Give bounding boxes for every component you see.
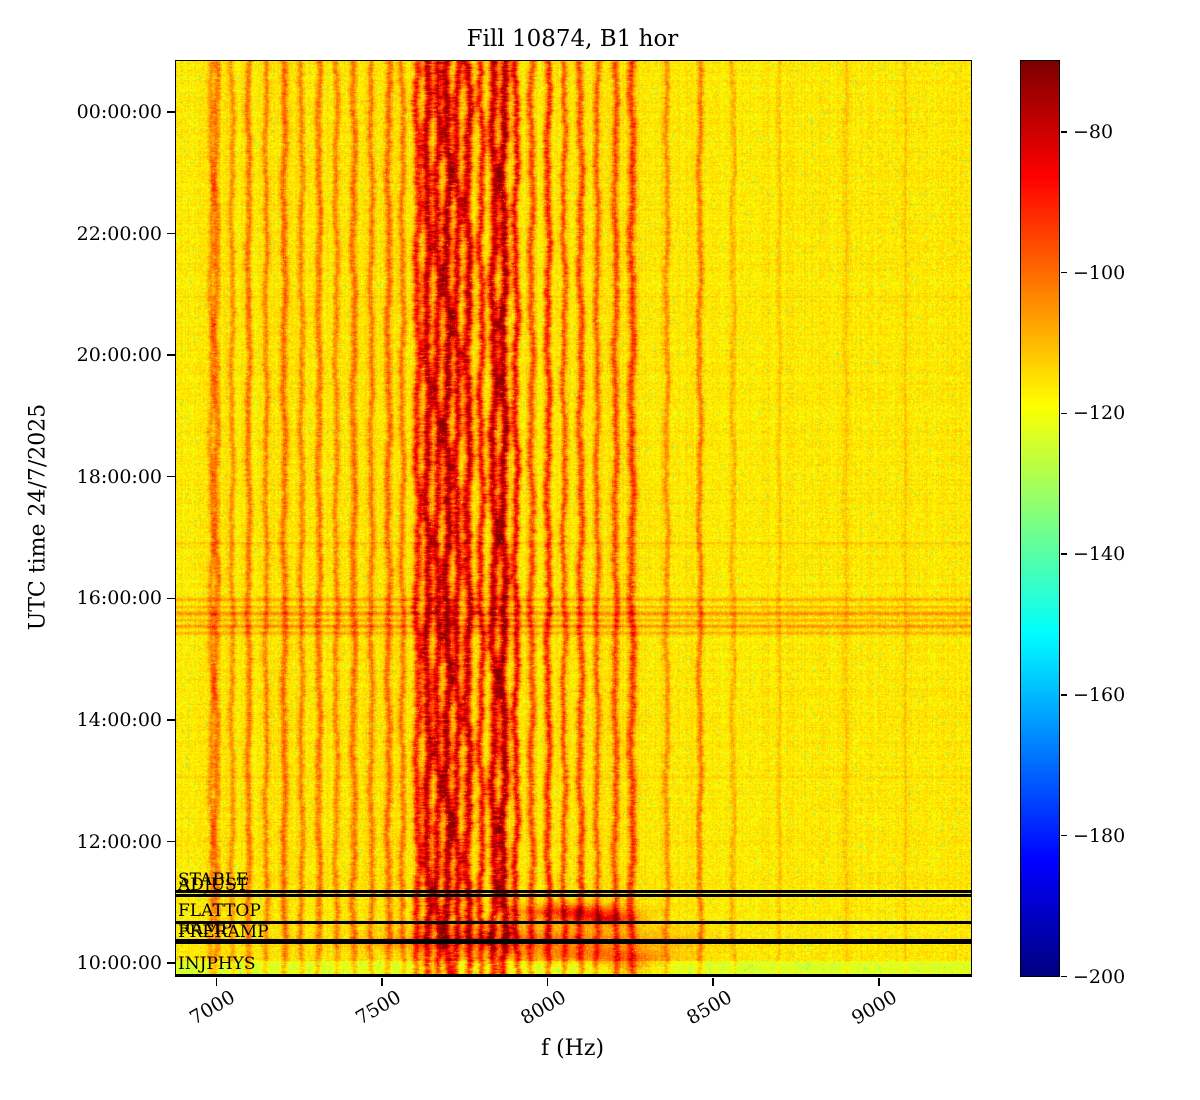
beam-mode-line bbox=[176, 941, 971, 945]
y-tick bbox=[167, 354, 175, 356]
beam-mode-label: PRERAMP bbox=[178, 921, 269, 942]
x-tick bbox=[712, 978, 714, 986]
x-tick bbox=[215, 978, 217, 986]
beam-mode-label: ADJUST bbox=[178, 874, 249, 895]
y-tick-label: 00:00:00 bbox=[76, 100, 162, 123]
x-tick-label: 9000 bbox=[848, 986, 902, 1030]
y-tick bbox=[167, 111, 175, 113]
beam-mode-line bbox=[176, 938, 971, 942]
colorbar-tick bbox=[1061, 553, 1067, 555]
y-tick-label: 10:00:00 bbox=[76, 952, 162, 975]
colorbar-tick-label: −80 bbox=[1073, 120, 1114, 143]
colorbar-tick bbox=[1061, 271, 1067, 274]
y-axis-label: UTC time 24/7/2025 bbox=[25, 403, 51, 631]
y-tick-label: 18:00:00 bbox=[76, 465, 162, 488]
colorbar-tick-label: −140 bbox=[1073, 543, 1126, 566]
beam-mode-label: INJPHYS bbox=[178, 954, 256, 975]
beam-mode-label: FLATTOP bbox=[178, 901, 261, 922]
beam-mode-line bbox=[176, 894, 971, 898]
y-tick bbox=[167, 475, 175, 478]
y-tick bbox=[167, 719, 175, 721]
beam-mode-label: STABLE bbox=[178, 870, 249, 891]
y-tick bbox=[167, 840, 175, 843]
colorbar-tick bbox=[1061, 975, 1067, 978]
chart-title: Fill 10874, B1 hor bbox=[466, 26, 679, 52]
x-tick-label: 8500 bbox=[682, 986, 736, 1030]
beam-mode-line bbox=[176, 920, 971, 924]
y-tick-label: 16:00:00 bbox=[76, 587, 162, 610]
colorbar-tick bbox=[1061, 412, 1067, 415]
colorbar-tick-label: −160 bbox=[1073, 683, 1126, 706]
colorbar-tick-label: −200 bbox=[1073, 965, 1126, 988]
y-tick bbox=[167, 597, 175, 600]
colorbar-tick-label: −180 bbox=[1073, 824, 1126, 847]
y-tick-label: 14:00:00 bbox=[76, 708, 162, 731]
x-tick bbox=[381, 978, 383, 986]
y-tick bbox=[167, 962, 175, 964]
colorbar-tick-label: −120 bbox=[1073, 402, 1126, 425]
heatmap-plot: INJPHYS PRERAMP RAMP FLATTOP ADJUST STABLE bbox=[175, 60, 972, 977]
y-tick-label: 20:00:00 bbox=[76, 344, 162, 367]
beam-mode-line bbox=[176, 889, 971, 893]
x-tick-label: 7000 bbox=[185, 986, 239, 1030]
beam-mode-line bbox=[176, 973, 971, 977]
colorbar-tick-label: −100 bbox=[1073, 261, 1126, 284]
colorbar-tick bbox=[1061, 694, 1067, 696]
y-tick-label: 12:00:00 bbox=[76, 830, 162, 853]
x-tick bbox=[546, 978, 549, 986]
colorbar-canvas bbox=[1021, 61, 1059, 976]
colorbar bbox=[1020, 60, 1060, 977]
heatmap-canvas bbox=[176, 61, 971, 976]
y-tick bbox=[167, 232, 175, 235]
x-tick-label: 7500 bbox=[351, 986, 405, 1030]
y-tick-label: 22:00:00 bbox=[76, 222, 162, 245]
colorbar-tick bbox=[1061, 131, 1067, 133]
beam-mode-events-layer: INJPHYS PRERAMP RAMP FLATTOP ADJUST STABLE bbox=[176, 61, 971, 977]
x-tick-label: 8000 bbox=[517, 986, 570, 1030]
x-axis-label: f (Hz) bbox=[540, 1036, 605, 1061]
beam-mode-label: RAMP bbox=[178, 919, 232, 940]
colorbar-tick bbox=[1061, 834, 1067, 837]
x-tick bbox=[878, 978, 880, 986]
